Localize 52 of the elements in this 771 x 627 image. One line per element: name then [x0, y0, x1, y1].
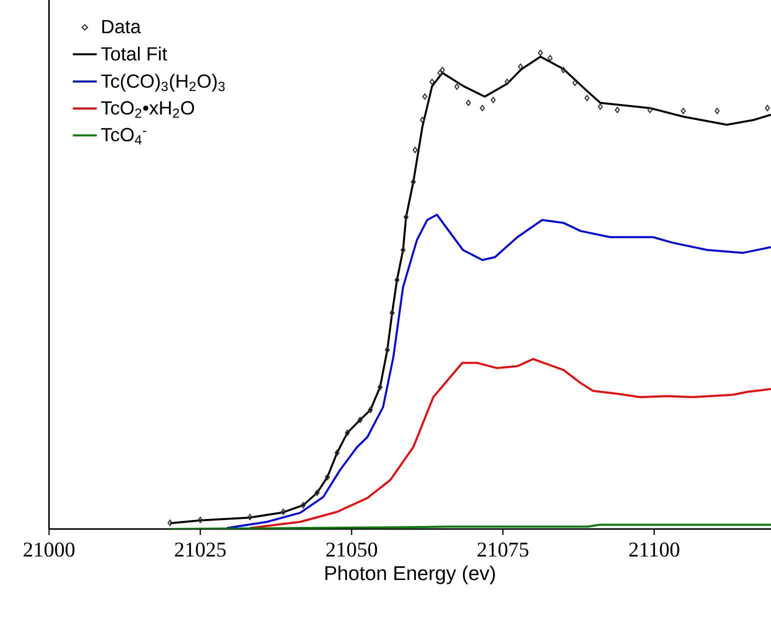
point	[430, 78, 435, 86]
point	[198, 516, 203, 524]
point	[300, 502, 306, 508]
point	[518, 64, 523, 70]
point	[358, 416, 363, 424]
point	[437, 70, 442, 76]
point	[584, 94, 590, 102]
legend-label: Tc(CO)$_{3}$(H$_{2}$O)$_{3}$	[101, 74, 225, 92]
point	[324, 474, 330, 480]
point	[420, 116, 425, 124]
point	[647, 106, 652, 114]
x-tick-label: 21075	[478, 542, 528, 557]
point	[440, 66, 445, 74]
x-tick-label: 21100	[629, 542, 680, 557]
point	[394, 276, 400, 284]
point	[480, 104, 485, 112]
point	[548, 54, 553, 62]
point	[378, 384, 383, 390]
point	[714, 108, 720, 114]
point	[412, 146, 418, 154]
point	[538, 50, 543, 56]
point	[314, 490, 320, 496]
point	[572, 80, 578, 86]
point	[466, 100, 471, 106]
point	[344, 430, 350, 436]
legend-label: TcO$_{2}$•xH$_{2}$O	[101, 101, 194, 118]
point	[504, 78, 510, 86]
point	[560, 66, 566, 74]
point	[384, 346, 390, 354]
point	[368, 406, 373, 414]
legend-label: TcO$_{4}$-	[101, 128, 146, 144]
point	[490, 96, 496, 104]
point	[680, 108, 686, 114]
point	[247, 514, 252, 520]
point	[390, 310, 395, 316]
point	[764, 104, 770, 112]
x-tick-label: 21050	[326, 542, 378, 557]
point	[400, 246, 406, 254]
legend-label: Total Fit	[101, 46, 168, 61]
x-axis-title: Photon Energy (ev)	[325, 566, 495, 584]
point	[280, 508, 286, 516]
x-tick-label: 21025	[174, 542, 226, 557]
point	[422, 94, 428, 100]
point	[168, 520, 173, 526]
point	[598, 104, 603, 110]
x-tick-label: 21000	[24, 542, 74, 557]
point	[410, 178, 416, 186]
legend-label: Data	[102, 20, 141, 34]
point	[614, 106, 620, 114]
point	[454, 84, 460, 90]
point	[334, 450, 340, 456]
point	[404, 214, 409, 220]
